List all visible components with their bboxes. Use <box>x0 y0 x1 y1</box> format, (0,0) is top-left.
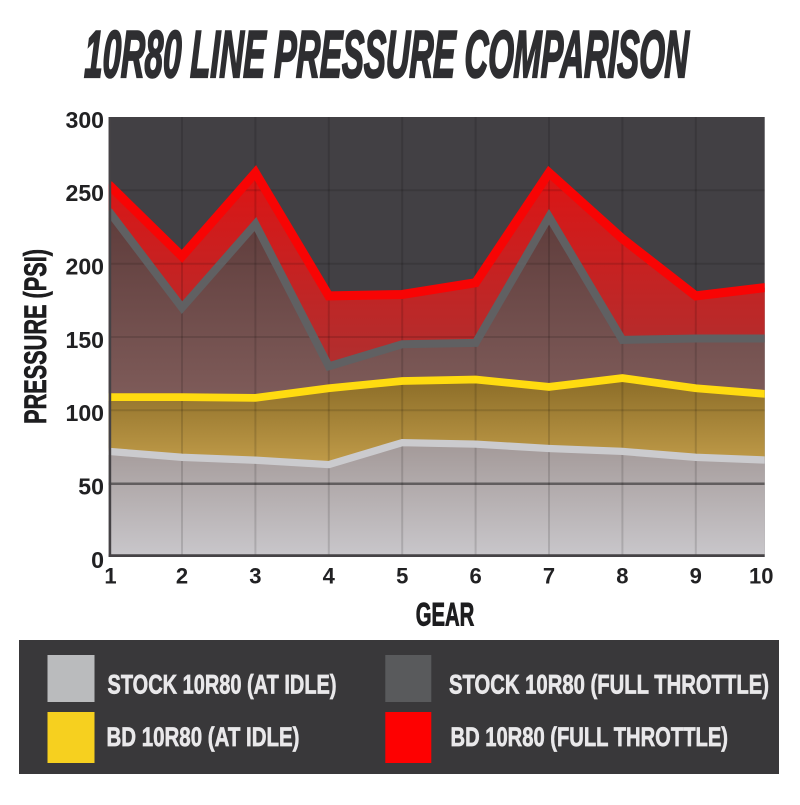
svg-text:GEAR: GEAR <box>416 597 475 633</box>
svg-text:100: 100 <box>66 400 105 426</box>
svg-text:2: 2 <box>176 564 188 589</box>
svg-text:10R80 LINE PRESSURE COMPARISON: 10R80 LINE PRESSURE COMPARISON <box>84 18 691 92</box>
svg-text:5: 5 <box>396 564 408 589</box>
svg-text:250: 250 <box>66 180 105 206</box>
svg-text:1: 1 <box>104 564 116 589</box>
svg-text:9: 9 <box>690 564 702 589</box>
svg-text:200: 200 <box>66 254 105 280</box>
svg-text:BD 10R80 (AT IDLE): BD 10R80 (AT IDLE) <box>107 722 300 753</box>
svg-text:50: 50 <box>78 474 104 500</box>
svg-text:8: 8 <box>616 564 628 589</box>
svg-text:STOCK 10R80 (AT IDLE): STOCK 10R80 (AT IDLE) <box>108 670 337 701</box>
svg-text:300: 300 <box>66 107 105 133</box>
svg-text:150: 150 <box>66 327 105 353</box>
svg-text:PRESSURE (PSI): PRESSURE (PSI) <box>18 249 53 424</box>
svg-text:STOCK 10R80 (FULL THROTTLE): STOCK 10R80 (FULL THROTTLE) <box>449 670 769 701</box>
svg-text:10: 10 <box>749 564 773 589</box>
svg-text:7: 7 <box>543 564 555 589</box>
svg-text:0: 0 <box>91 547 104 573</box>
svg-text:6: 6 <box>469 564 481 589</box>
svg-text:4: 4 <box>323 564 336 589</box>
svg-text:3: 3 <box>249 564 261 589</box>
svg-text:BD 10R80 (FULL THROTTLE): BD 10R80 (FULL THROTTLE) <box>451 722 729 753</box>
